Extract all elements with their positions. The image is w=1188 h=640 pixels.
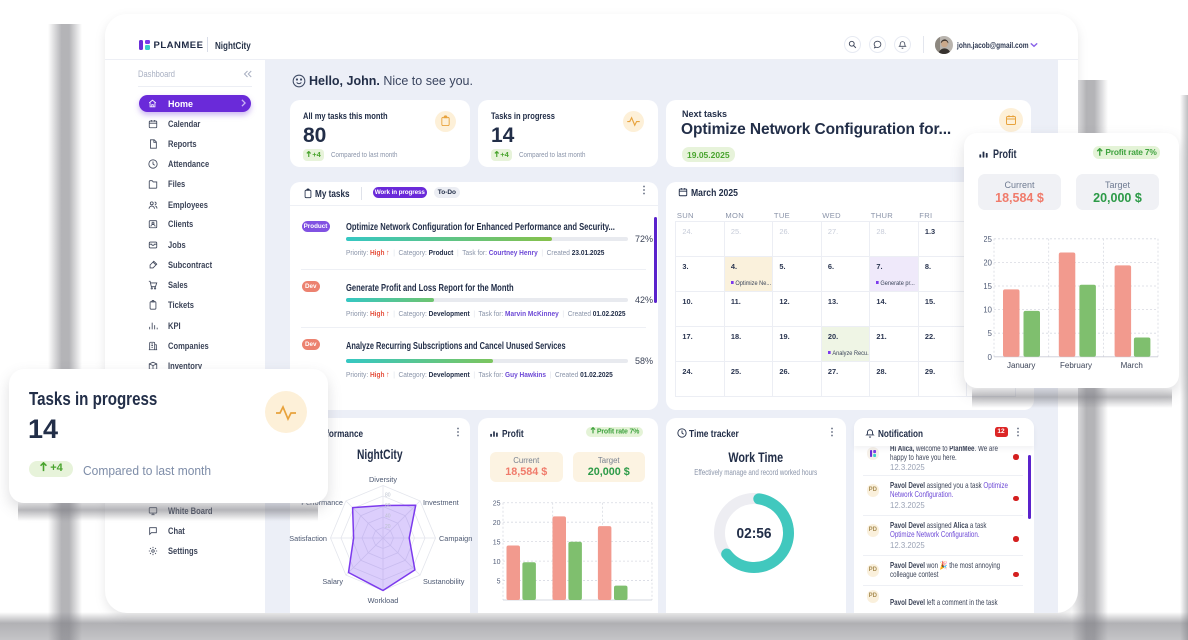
svg-text:January: January	[1007, 361, 1035, 370]
svg-text:80: 80	[385, 493, 391, 499]
svg-text:25: 25	[984, 235, 993, 244]
svg-text:20: 20	[493, 520, 501, 527]
svg-text:20: 20	[984, 258, 993, 267]
svg-text:10: 10	[493, 559, 501, 566]
svg-text:40: 40	[385, 514, 391, 520]
svg-text:0: 0	[988, 353, 993, 362]
svg-text:Diversity: Diversity	[369, 475, 397, 484]
svg-text:10: 10	[984, 306, 993, 315]
svg-text:February: February	[1060, 361, 1092, 370]
svg-text:March: March	[1121, 361, 1143, 370]
svg-text:15: 15	[984, 282, 993, 291]
svg-text:25: 25	[493, 501, 501, 508]
svg-text:5: 5	[988, 329, 993, 338]
svg-text:Sustanobility: Sustanobility	[423, 577, 465, 586]
svg-text:60: 60	[385, 503, 391, 509]
svg-text:Salary: Salary	[322, 577, 343, 586]
svg-text:Investment: Investment	[423, 498, 459, 507]
svg-text:15: 15	[493, 539, 501, 546]
svg-text:5: 5	[497, 578, 501, 585]
svg-text:20: 20	[385, 524, 391, 530]
svg-text:Workload: Workload	[368, 596, 399, 605]
svg-text:Campaign: Campaign	[439, 534, 472, 543]
svg-text:Satisfaction: Satisfaction	[289, 534, 327, 543]
svg-text:Performance: Performance	[301, 498, 343, 507]
svg-text:02:56: 02:56	[737, 525, 772, 542]
